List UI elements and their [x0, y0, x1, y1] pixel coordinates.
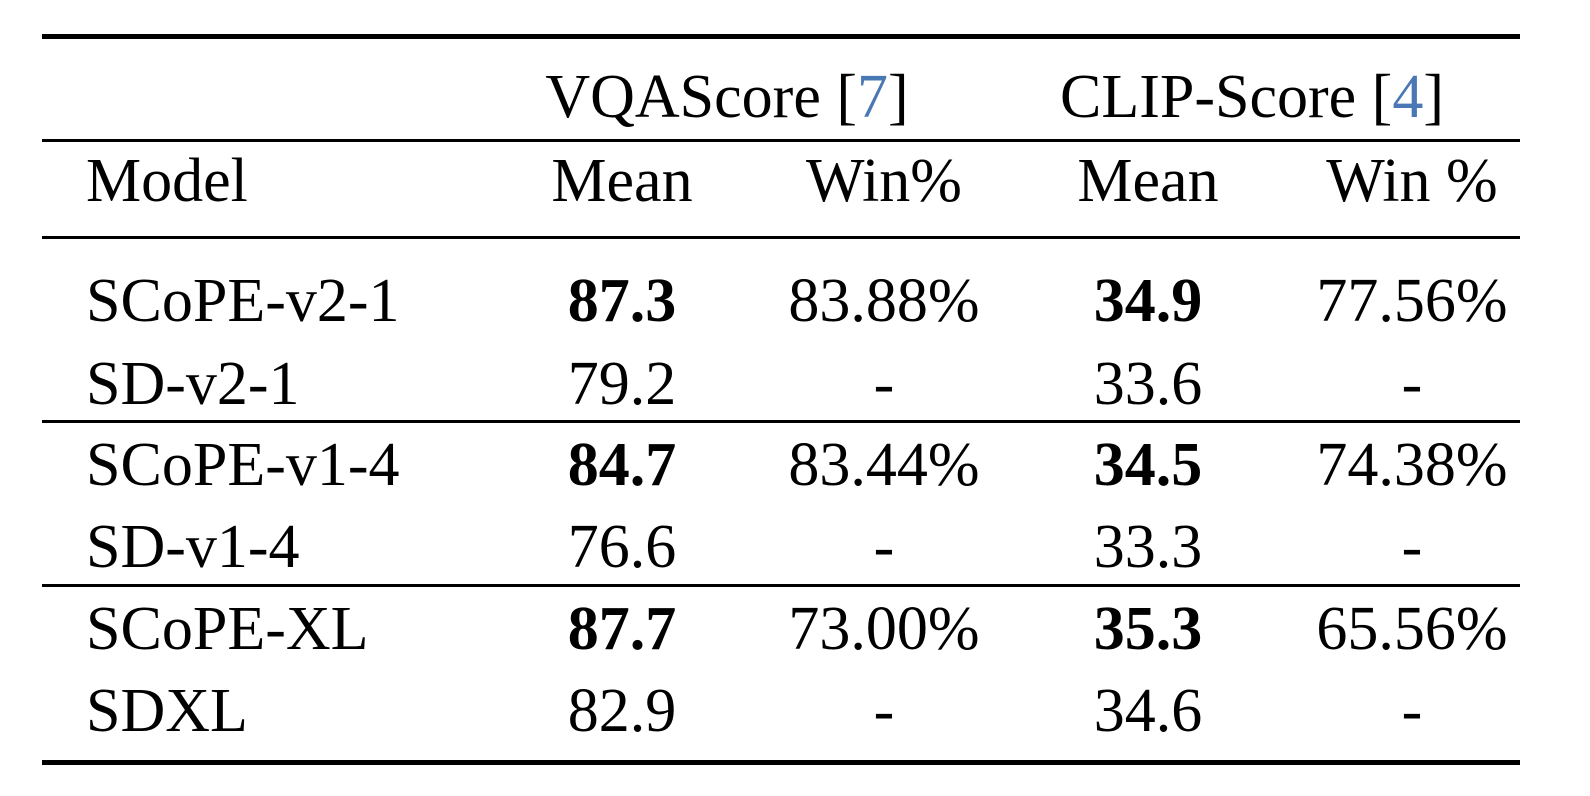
- table-cell-clip-win: 65.56%: [1316, 595, 1508, 663]
- table-cell-vqa-mean: 87.7: [567, 595, 677, 663]
- table-row-model: SCoPE-XL: [86, 595, 369, 663]
- table-cell-vqa-mean: 79.2: [567, 350, 677, 418]
- table-cell-vqa-win: -: [873, 513, 895, 581]
- table-cell-vqa-win: -: [873, 350, 895, 418]
- table-cell-clip-mean: 33.3: [1093, 513, 1203, 581]
- group-divider-rule-1: [42, 420, 1520, 423]
- vqascore-group-header: VQAScore [7]: [545, 63, 909, 131]
- table-cell-clip-win: 74.38%: [1316, 431, 1508, 499]
- clipscore-header-label: CLIP-Score: [1060, 63, 1357, 131]
- table-row-model: SD-v2-1: [86, 350, 300, 418]
- table-cell-vqa-mean: 87.3: [567, 267, 677, 335]
- clipscore-citation-link[interactable]: 4: [1392, 63, 1424, 131]
- table-cell-clip-mean: 34.5: [1093, 431, 1203, 499]
- bottom-rule: [42, 760, 1520, 765]
- table-cell-clip-mean: 34.6: [1093, 677, 1203, 745]
- vqascore-citation-link[interactable]: 7: [857, 63, 888, 131]
- table-cell-clip-win: -: [1401, 513, 1423, 581]
- vqa-mean-column-header: Mean: [551, 147, 693, 215]
- vqa-win-column-header: Win%: [806, 147, 962, 215]
- table-row-model: SD-v1-4: [86, 513, 300, 581]
- model-column-header: Model: [86, 147, 248, 215]
- table-cell-clip-mean: 34.9: [1093, 267, 1203, 335]
- results-table: VQAScore [7] CLIP-Score [4] Model Mean W…: [42, 0, 1520, 796]
- group-divider-rule-2: [42, 584, 1520, 587]
- table-cell-clip-win: -: [1401, 677, 1423, 745]
- clip-win-column-header: Win %: [1326, 147, 1498, 215]
- table-row-model: SCoPE-v2-1: [86, 267, 400, 335]
- clipscore-group-header: CLIP-Score [4]: [1060, 63, 1444, 131]
- table-cell-vqa-mean: 76.6: [567, 513, 677, 581]
- table-cell-vqa-win: 73.00%: [788, 595, 980, 663]
- table-row-model: SCoPE-v1-4: [86, 431, 400, 499]
- table-cell-vqa-mean: 82.9: [567, 677, 677, 745]
- header-bottom-rule: [42, 236, 1520, 239]
- table-row-model: SDXL: [86, 677, 248, 745]
- table-cell-clip-win: -: [1401, 350, 1423, 418]
- table-cell-clip-win: 77.56%: [1316, 267, 1508, 335]
- clip-mean-column-header: Mean: [1077, 147, 1219, 215]
- top-rule: [42, 34, 1520, 39]
- table-cell-vqa-mean: 84.7: [567, 431, 677, 499]
- table-cell-clip-mean: 35.3: [1093, 595, 1203, 663]
- table-cell-vqa-win: 83.88%: [788, 267, 980, 335]
- table-cell-clip-mean: 33.6: [1093, 350, 1203, 418]
- vqascore-header-label: VQAScore: [545, 63, 821, 131]
- table-cell-vqa-win: -: [873, 677, 895, 745]
- group-header-rule: [42, 139, 1520, 142]
- table-cell-vqa-win: 83.44%: [788, 431, 980, 499]
